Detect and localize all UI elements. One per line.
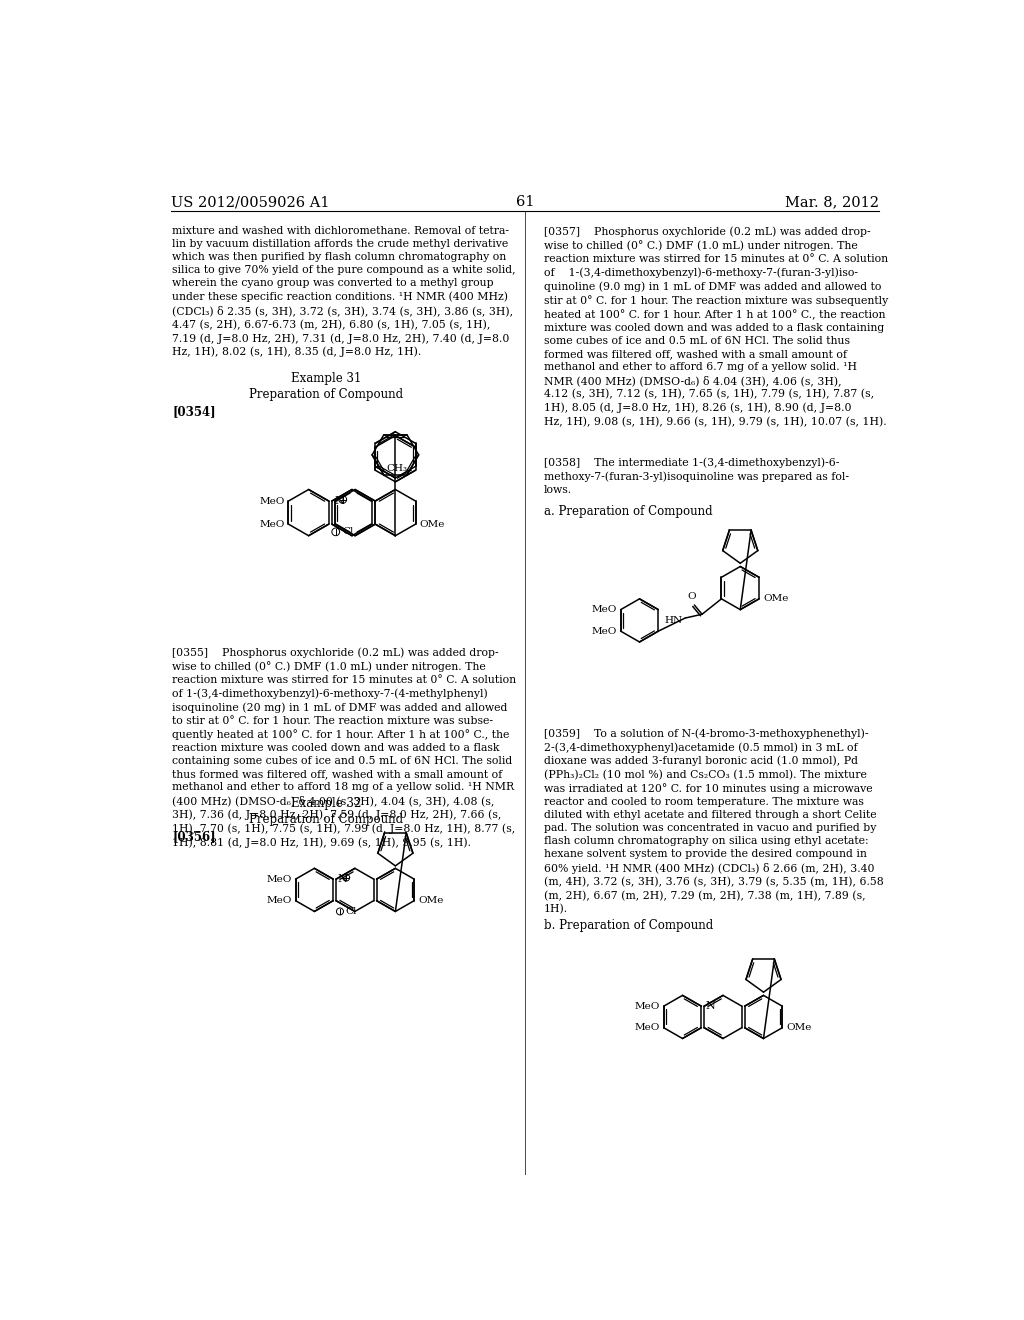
Text: Example 31: Example 31: [291, 372, 361, 385]
Text: CH₃: CH₃: [386, 463, 408, 473]
Text: Example 32: Example 32: [291, 797, 361, 810]
Text: MeO: MeO: [635, 1023, 659, 1032]
Text: a. Preparation of Compound: a. Preparation of Compound: [544, 506, 713, 517]
Text: [0354]: [0354]: [172, 405, 216, 418]
Text: OMe: OMe: [420, 520, 444, 528]
Text: N: N: [706, 1001, 716, 1011]
Text: Preparation of Compound: Preparation of Compound: [249, 813, 403, 826]
Text: Mar. 8, 2012: Mar. 8, 2012: [785, 195, 879, 210]
Text: [0357]    Phosphorus oxychloride (0.2 mL) was added drop-
wise to chilled (0° C.: [0357] Phosphorus oxychloride (0.2 mL) w…: [544, 226, 889, 426]
Text: Cl: Cl: [346, 907, 357, 916]
Text: US 2012/0059026 A1: US 2012/0059026 A1: [171, 195, 329, 210]
Text: MeO: MeO: [592, 605, 616, 614]
Text: Preparation of Compound: Preparation of Compound: [249, 388, 403, 401]
Text: N: N: [334, 496, 344, 506]
Text: MeO: MeO: [259, 520, 285, 528]
Text: mixture and washed with dichloromethane. Removal of tetra-
lin by vacuum distill: mixture and washed with dichloromethane.…: [172, 226, 516, 358]
Text: N: N: [338, 874, 347, 884]
Text: MeO: MeO: [259, 496, 285, 506]
Text: [0355]    Phosphorus oxychloride (0.2 mL) was added drop-
wise to chilled (0° C.: [0355] Phosphorus oxychloride (0.2 mL) w…: [172, 647, 516, 847]
Text: OMe: OMe: [763, 594, 788, 603]
Text: MeO: MeO: [266, 896, 292, 906]
Text: [0356]: [0356]: [172, 830, 216, 843]
Text: [0358]    The intermediate 1-(3,4-dimethoxybenzyl)-6-
methoxy-7-(furan-3-yl)isoq: [0358] The intermediate 1-(3,4-dimethoxy…: [544, 457, 849, 495]
Text: MeO: MeO: [266, 875, 292, 883]
Text: MeO: MeO: [592, 627, 616, 636]
Text: [0359]    To a solution of N-(4-bromo-3-methoxyphenethyl)-
2-(3,4-dimethoxypheny: [0359] To a solution of N-(4-bromo-3-met…: [544, 729, 884, 915]
Text: Cl: Cl: [342, 528, 353, 536]
Text: MeO: MeO: [635, 1002, 659, 1011]
Text: HN: HN: [665, 616, 683, 624]
Text: O: O: [688, 593, 696, 601]
Text: 61: 61: [515, 195, 535, 210]
Text: OMe: OMe: [786, 1023, 812, 1032]
Text: OMe: OMe: [418, 896, 443, 906]
Text: b. Preparation of Compound: b. Preparation of Compound: [544, 919, 714, 932]
